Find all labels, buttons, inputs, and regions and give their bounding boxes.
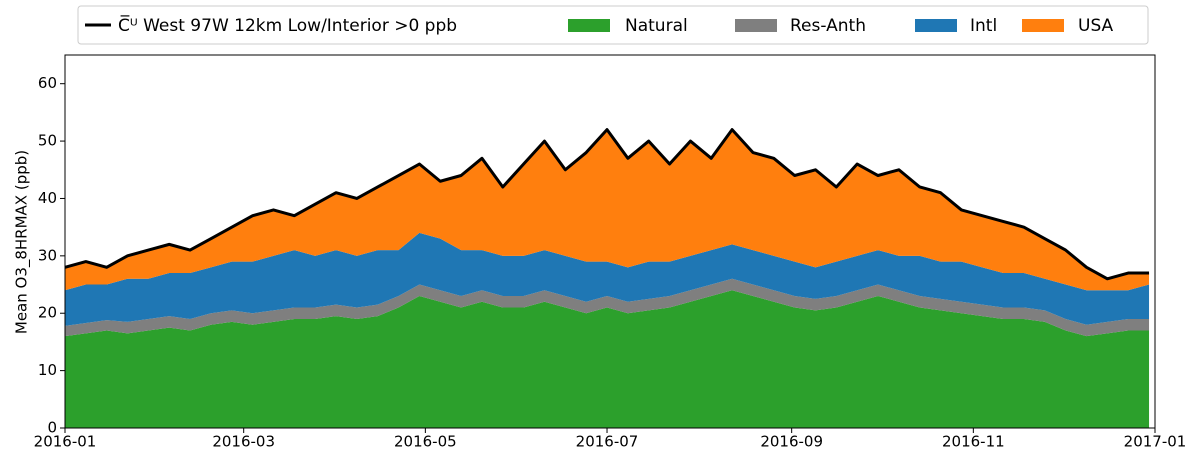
legend-label: Natural bbox=[625, 16, 688, 36]
x-tick-label: 2016-09 bbox=[760, 433, 823, 451]
legend-swatch bbox=[1022, 19, 1064, 32]
x-tick-label: 2016-11 bbox=[942, 433, 1005, 451]
x-tick-label: 2016-03 bbox=[212, 433, 275, 451]
y-tick-label: 20 bbox=[38, 304, 57, 322]
legend-label: Res-Anth bbox=[790, 16, 866, 36]
area bbox=[65, 129, 1150, 291]
plot-frame bbox=[64, 54, 1156, 429]
legend-box bbox=[77, 5, 1149, 45]
area bbox=[65, 278, 1150, 337]
legend-label: USA bbox=[1078, 16, 1114, 36]
x-tick-label: 2017-01 bbox=[1124, 433, 1187, 451]
x-tick-label: 2016-05 bbox=[394, 433, 457, 451]
legend-swatch bbox=[735, 19, 777, 32]
y-tick-label: 50 bbox=[38, 132, 57, 150]
line bbox=[64, 128, 1150, 281]
y-axis-label: Mean O3_8HRMAX (ppb) bbox=[13, 150, 32, 334]
legend-swatch bbox=[568, 19, 610, 32]
area bbox=[65, 232, 1150, 326]
y-tick-label: 0 bbox=[47, 419, 57, 437]
area bbox=[65, 290, 1150, 428]
y-tick-label: 40 bbox=[38, 189, 57, 207]
legend-label: Intl bbox=[970, 16, 997, 36]
legend-swatch bbox=[915, 19, 957, 32]
y-tick-label: 60 bbox=[38, 74, 57, 92]
legend-label: C̅ᵁ West 97W 12km Low/Interior >0 ppb bbox=[118, 14, 457, 36]
x-tick-label: 2016-07 bbox=[576, 433, 639, 451]
x-tick-label: 2016-01 bbox=[34, 433, 97, 451]
y-tick-label: 30 bbox=[38, 246, 57, 264]
y-tick-label: 10 bbox=[38, 361, 57, 379]
